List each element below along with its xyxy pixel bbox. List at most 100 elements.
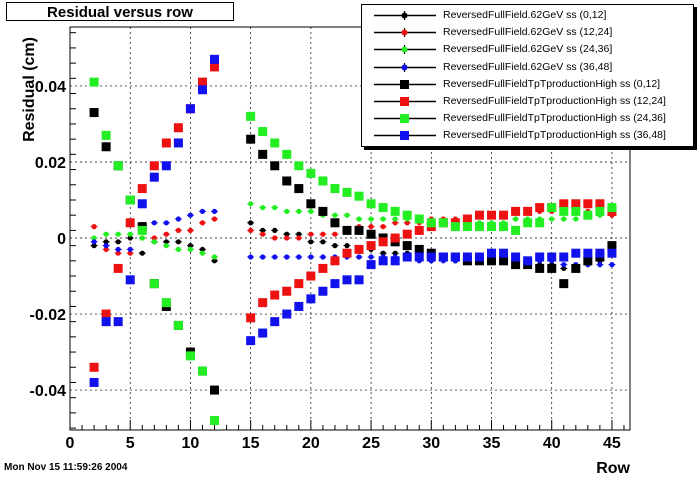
data-point-square	[282, 149, 292, 159]
data-point-square	[258, 127, 268, 137]
data-point-square	[390, 256, 400, 266]
data-point-square	[246, 336, 256, 346]
data-point-square	[583, 256, 593, 266]
data-point-square	[270, 290, 280, 300]
data-point-square	[450, 252, 460, 262]
data-point-square	[559, 206, 569, 216]
legend-symbol	[374, 97, 436, 106]
data-point-square	[210, 415, 220, 425]
data-point-square	[294, 301, 304, 311]
data-point-square	[474, 252, 484, 262]
data-point-square	[161, 161, 171, 171]
data-point-square	[125, 195, 135, 205]
legend-entry: ReversedFullField.62GeV ss (24,36]	[362, 41, 693, 58]
data-point-square	[390, 233, 400, 243]
data-point-square	[330, 256, 340, 266]
data-point-square	[511, 260, 521, 270]
data-point-square	[318, 263, 328, 273]
data-point-square	[474, 222, 484, 232]
data-point-square	[258, 298, 268, 308]
data-point-square	[438, 218, 448, 228]
legend-label: ReversedFullField.62GeV ss (24,36]	[443, 43, 613, 56]
data-point-square	[535, 252, 545, 262]
data-point-square	[246, 134, 256, 144]
data-point-square	[306, 271, 316, 281]
data-point-square	[571, 199, 581, 209]
legend: ReversedFullField.62GeV ss (0,12] Reverse…	[361, 4, 694, 147]
data-point-square	[258, 328, 268, 338]
x-tick-label: 20	[302, 435, 320, 452]
data-point-square	[499, 222, 509, 232]
data-point-square	[583, 210, 593, 220]
data-point-square	[342, 248, 352, 258]
legend-entry: ReversedFullFieldTpTproductionHigh ss (3…	[362, 127, 693, 144]
y-axis-label: Residual (cm)	[21, 37, 38, 142]
data-point-square	[511, 225, 521, 235]
legend-label: ReversedFullFieldTpTproductionHigh ss (1…	[443, 95, 666, 107]
data-point-square	[89, 377, 99, 387]
data-point-square	[185, 351, 195, 361]
x-tick-label: 10	[182, 435, 200, 452]
data-point-square	[366, 260, 376, 270]
data-point-square	[306, 199, 316, 209]
data-point-square	[547, 263, 557, 273]
x-tick-label: 5	[126, 435, 135, 452]
data-point-square	[499, 256, 509, 266]
data-point-square	[426, 218, 436, 228]
legend-symbol	[374, 28, 436, 38]
data-point-square	[414, 214, 424, 224]
data-point-square	[270, 161, 280, 171]
data-point-square	[282, 176, 292, 186]
data-point-square	[402, 252, 412, 262]
data-point-square	[535, 218, 545, 228]
data-point-square	[607, 203, 617, 213]
y-tick-label: 0	[57, 231, 66, 248]
data-point-square	[270, 317, 280, 327]
data-point-square	[125, 275, 135, 285]
data-point-square	[511, 206, 521, 216]
data-point-square	[149, 279, 159, 289]
data-point-square	[607, 248, 617, 258]
data-point-square	[173, 320, 183, 330]
data-point-square	[330, 184, 340, 194]
data-point-square	[354, 244, 364, 254]
legend-symbol	[374, 79, 436, 89]
data-point-square	[125, 218, 135, 228]
x-tick-label: 30	[422, 435, 440, 452]
data-point-square	[378, 237, 388, 247]
data-point-square	[366, 199, 376, 209]
timestamp-footer: Mon Nov 15 11:59:26 2004	[4, 462, 128, 473]
legend-symbol	[374, 45, 436, 55]
data-point-square	[210, 385, 220, 395]
x-axis-label: Row	[596, 460, 630, 477]
data-point-square	[113, 161, 123, 171]
chart-title: Residual versus row	[47, 4, 193, 21]
data-point-square	[487, 210, 497, 220]
data-point-square	[137, 184, 147, 194]
data-point-square	[197, 85, 207, 95]
y-tick-label: -0.02	[30, 307, 67, 324]
data-point-square	[161, 298, 171, 308]
data-point-square	[318, 206, 328, 216]
data-point-square	[487, 222, 497, 232]
legend-label: ReversedFullFieldTpTproductionHigh ss (0…	[443, 77, 661, 90]
data-point-square	[330, 279, 340, 289]
data-point-square	[390, 206, 400, 216]
data-point-square	[559, 252, 569, 262]
data-point-square	[571, 263, 581, 273]
data-point-square	[595, 206, 605, 216]
legend-label: ReversedFullFieldTpTproductionHigh ss (3…	[443, 129, 666, 142]
y-tick-label: -0.04	[30, 383, 67, 400]
data-point-square	[366, 229, 376, 239]
legend-symbol	[374, 114, 436, 124]
data-point-square	[318, 286, 328, 296]
data-point-square	[306, 294, 316, 304]
legend-symbol	[374, 11, 436, 20]
legend-entry: ReversedFullField.62GeV ss (0,12]	[362, 7, 693, 24]
legend-label: ReversedFullField.62GeV ss (0,12]	[443, 9, 607, 21]
data-point-square	[402, 229, 412, 239]
data-point-square	[246, 313, 256, 323]
data-point-square	[402, 210, 412, 220]
data-point-square	[173, 123, 183, 133]
